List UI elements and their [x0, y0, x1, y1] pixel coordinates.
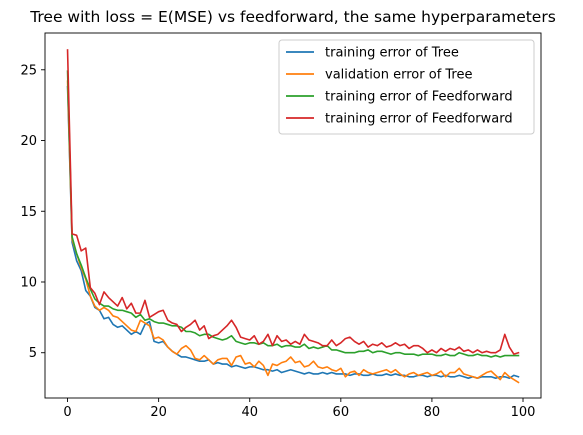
x-tick-label: 40	[241, 405, 258, 420]
x-tick-label: 80	[424, 405, 441, 420]
legend-label-4: training error of Feedforward	[325, 112, 513, 127]
legend-label-3: training error of Feedforward	[325, 90, 513, 105]
series-line-3	[66, 70, 520, 358]
series-line-1	[66, 85, 520, 379]
y-tick-label: 5	[29, 346, 37, 361]
legend-box	[278, 39, 535, 135]
y-tick-label: 15	[20, 205, 37, 220]
x-tick-label: 60	[333, 405, 350, 420]
y-tick-label: 10	[20, 275, 37, 290]
legend-label-1: training error of Tree	[325, 46, 459, 61]
series-lines	[66, 49, 520, 384]
legend-label-2: validation error of Tree	[325, 68, 473, 83]
y-tick-label: 25	[20, 63, 37, 78]
legend: training error of Tree validation error o…	[278, 39, 535, 135]
y-tick-label: 20	[20, 134, 37, 149]
series-line-4	[66, 49, 520, 355]
x-tick-label: 100	[511, 405, 536, 420]
chart-title: Tree with loss = E(MSE) vs feedforward, …	[29, 8, 556, 26]
series-line-2	[66, 80, 520, 384]
axes-spines	[44, 32, 542, 399]
x-tick-label: 20	[150, 405, 167, 420]
x-tick-label: 0	[63, 405, 71, 420]
axes: 0 20 40 60 80 100 5 10 15 20 25	[20, 32, 542, 420]
